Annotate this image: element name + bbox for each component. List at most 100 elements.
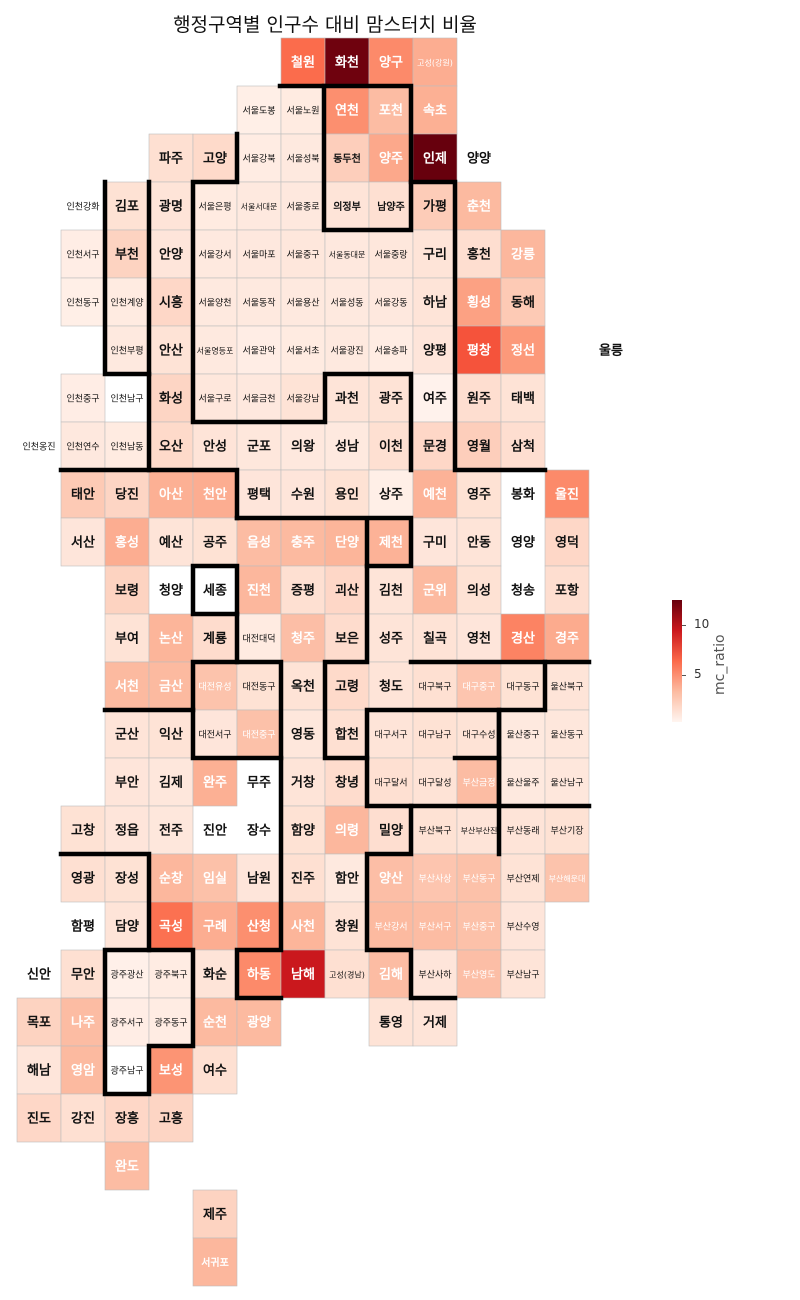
region-label: 청도 <box>379 679 403 695</box>
region-label: 정읍 <box>115 823 139 839</box>
region-tile: 대구수성 <box>456 709 502 759</box>
region-label: 담양 <box>115 920 139 935</box>
region-tile-rect <box>412 181 458 231</box>
region-label: 의왕 <box>291 439 315 455</box>
region-label: 음성 <box>247 535 271 551</box>
region-tile: 대전서구 <box>192 709 238 759</box>
region-tile: 광주남구 <box>110 1065 143 1077</box>
region-tile-rect <box>104 1141 150 1191</box>
region-tile: 당진 <box>104 469 150 519</box>
region-tile: 함안 <box>324 853 370 903</box>
region-label: 증평 <box>291 583 315 599</box>
region-tile: 서울서대문 <box>236 181 282 231</box>
region-tile-rect <box>456 805 502 855</box>
region-label: 양주 <box>379 152 403 167</box>
region-tile-rect <box>236 709 282 759</box>
region-tile-rect <box>412 37 458 87</box>
region-label: 나주 <box>71 1015 95 1031</box>
region-label: 순천 <box>203 1016 227 1031</box>
region-tile-rect <box>148 949 194 999</box>
region-label: 고성(강원) <box>417 58 453 68</box>
region-label: 함평 <box>71 919 95 935</box>
border-line <box>58 467 240 521</box>
region-tile: 부산연제 <box>500 853 546 903</box>
region-label: 양산 <box>379 871 403 887</box>
region-label: 대전유성 <box>198 682 231 693</box>
region-tile-rect <box>324 133 370 183</box>
region-tile: 화천 <box>324 37 370 87</box>
region-tile: 여수 <box>192 1045 238 1095</box>
region-label: 부산수영 <box>506 922 539 933</box>
region-label: 서울종로 <box>286 202 319 213</box>
region-tile: 홍천 <box>456 229 502 279</box>
region-label: 완주 <box>203 776 227 791</box>
region-label: 안동 <box>467 535 491 551</box>
region-tile: 포천 <box>368 85 414 135</box>
region-tile-rect <box>236 853 282 903</box>
region-label: 괴산 <box>335 583 359 599</box>
region-tile-rect <box>104 613 150 663</box>
region-tile-rect <box>544 613 590 663</box>
region-tile: 대구서구 <box>368 709 414 759</box>
region-tile: 서울광진 <box>324 325 370 375</box>
region-tile: 화순 <box>192 949 238 999</box>
region-tile: 청송 <box>511 583 535 599</box>
region-label: 울산북구 <box>550 682 583 693</box>
region-tile: 광주북구 <box>148 949 194 999</box>
region-label: 서울송파 <box>374 346 408 357</box>
region-tile: 의왕 <box>280 421 326 471</box>
region-tile: 제천 <box>368 517 414 567</box>
region-label: 김해 <box>379 967 403 983</box>
region-label: 대구수성 <box>462 730 495 741</box>
region-label: 대전중구 <box>242 730 275 741</box>
region-label: 안성 <box>203 439 227 455</box>
region-tile-rect <box>324 421 370 471</box>
region-tile-rect <box>456 325 502 375</box>
region-tile: 서울은평 <box>192 181 238 231</box>
region-tile: 완주 <box>192 757 238 807</box>
region-label: 과천 <box>335 392 359 407</box>
region-tile: 광양 <box>236 997 282 1047</box>
region-tile-rect <box>324 469 370 519</box>
region-label: 의성 <box>467 583 491 599</box>
region-tile: 음성 <box>236 517 282 567</box>
region-tile: 서울종로 <box>280 181 326 231</box>
region-label: 통영 <box>379 1016 403 1031</box>
region-label: 남해 <box>291 967 315 983</box>
region-label: 대구동구 <box>506 682 539 693</box>
region-label: 여주 <box>423 391 447 407</box>
region-label: 서울마포 <box>242 250 275 261</box>
region-tile-rect <box>148 373 194 423</box>
region-label: 울산중구 <box>506 730 539 741</box>
region-tile-rect <box>148 277 194 327</box>
region-tile: 신안 <box>27 967 51 983</box>
region-label: 고양 <box>203 152 227 167</box>
region-tile-rect <box>148 421 194 471</box>
region-label: 대구서구 <box>374 730 407 741</box>
region-tile-rect <box>544 565 590 615</box>
region-tile-rect <box>412 757 458 807</box>
region-label: 의령 <box>335 823 359 839</box>
region-label: 서귀포 <box>201 1256 229 1269</box>
region-tile-rect <box>280 85 326 135</box>
region-label: 파주 <box>159 152 183 167</box>
region-tile: 옥천 <box>280 661 326 711</box>
region-label: 군포 <box>247 440 271 455</box>
region-tile: 안양 <box>148 229 194 279</box>
region-label: 진안 <box>203 823 227 839</box>
region-tile: 공주 <box>192 517 238 567</box>
region-tile: 고흥 <box>148 1093 194 1143</box>
region-tile-rect <box>368 661 414 711</box>
region-label: 서울은평 <box>198 202 231 213</box>
region-tile-rect <box>412 613 458 663</box>
region-tile: 원주 <box>456 373 502 423</box>
colorbar-tick-10: 10 <box>694 617 710 631</box>
region-tile-rect <box>412 421 458 471</box>
region-tile: 천안 <box>192 469 238 519</box>
region-tile: 서울성동 <box>324 277 370 327</box>
region-tile-rect <box>500 949 546 999</box>
region-label: 화순 <box>203 967 227 983</box>
region-tile-rect <box>544 757 590 807</box>
region-tile-rect <box>280 901 326 951</box>
region-label: 영광 <box>71 872 95 887</box>
